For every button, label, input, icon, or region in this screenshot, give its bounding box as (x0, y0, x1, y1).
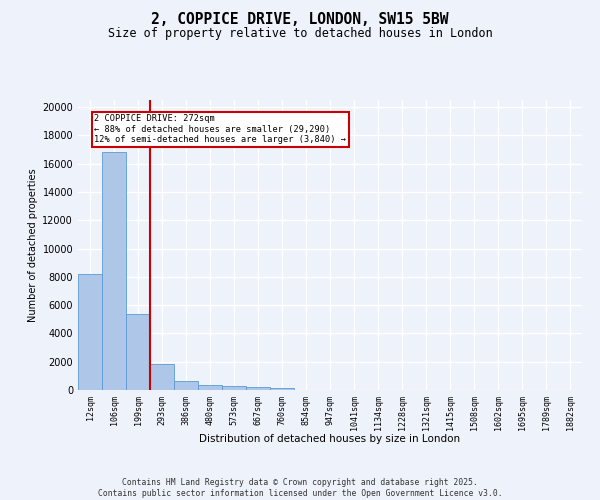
Bar (222, 386, 246, 390)
Bar (174, 381, 198, 390)
Text: 2 COPPICE DRIVE: 272sqm
← 88% of detached houses are smaller (29,290)
12% of sem: 2 COPPICE DRIVE: 272sqm ← 88% of detache… (94, 114, 346, 144)
Text: Size of property relative to detached houses in London: Size of property relative to detached ho… (107, 28, 493, 40)
Bar (270, 388, 294, 390)
Bar (126, 314, 150, 390)
Text: 2, COPPICE DRIVE, LONDON, SW15 5BW: 2, COPPICE DRIVE, LONDON, SW15 5BW (151, 12, 449, 28)
X-axis label: Distribution of detached houses by size in London: Distribution of detached houses by size … (199, 434, 461, 444)
Text: Contains HM Land Registry data © Crown copyright and database right 2025.
Contai: Contains HM Land Registry data © Crown c… (98, 478, 502, 498)
Bar (246, 387, 270, 390)
Y-axis label: Number of detached properties: Number of detached properties (28, 168, 38, 322)
Bar (198, 386, 222, 390)
Bar (78, 274, 102, 390)
Bar (102, 152, 126, 390)
Bar (150, 364, 174, 390)
